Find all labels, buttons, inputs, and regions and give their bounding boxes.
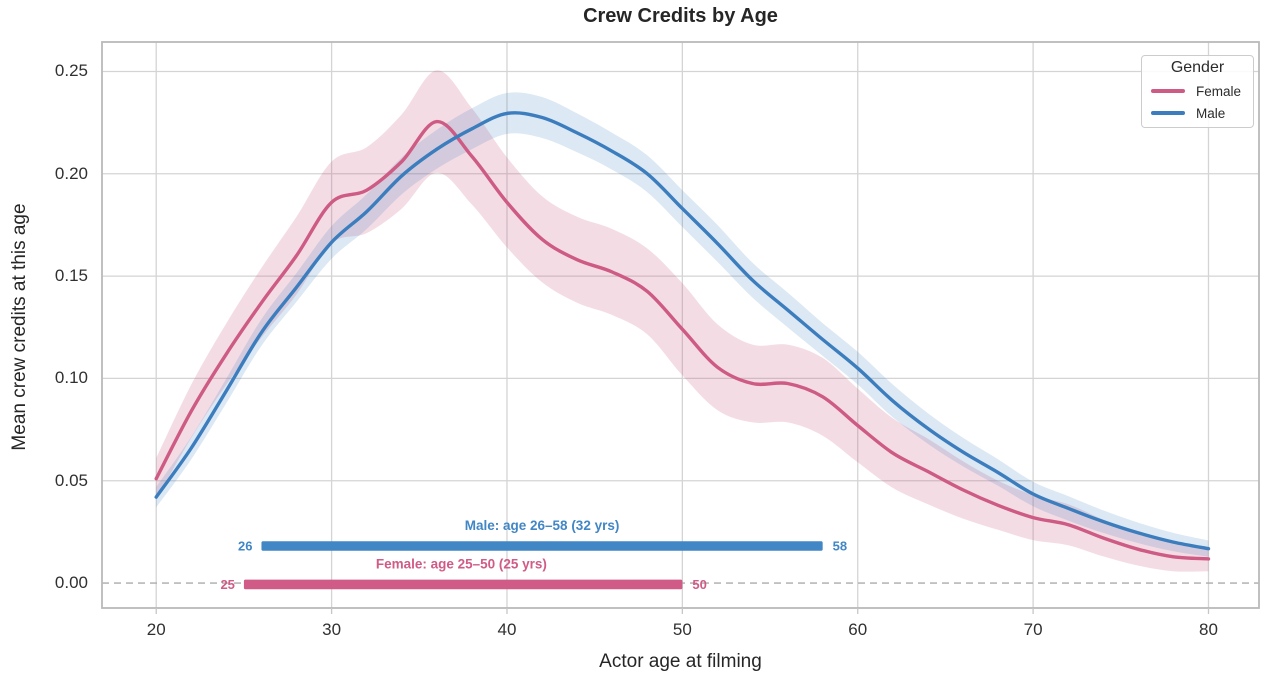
x-tick-label: 20 — [146, 620, 166, 639]
chart-title: Crew Credits by Age — [583, 5, 778, 27]
legend-label-female: Female — [1196, 83, 1242, 99]
x-tick-label: 60 — [848, 620, 868, 639]
legend-item-female: Female — [1142, 80, 1253, 102]
female-range-title: Female: age 25–50 (25 yrs) — [376, 557, 547, 572]
female-end-age-label: 50 — [692, 577, 706, 592]
y-tick-label: 0.05 — [54, 470, 88, 490]
legend: Gender Female Male — [1141, 55, 1254, 128]
annotation-female: 25 50 Female: age 25–50 (25 yrs) — [220, 557, 706, 592]
y-axis-label: Mean crew credits at this age — [9, 203, 30, 451]
male-range-title: Male: age 26–58 (32 yrs) — [465, 518, 620, 533]
plot-border — [101, 41, 1260, 609]
male-end-age-label: 58 — [833, 538, 847, 553]
male-range-bar — [261, 541, 823, 551]
legend-label-male: Male — [1196, 105, 1226, 121]
female-start-age-label: 25 — [220, 577, 234, 592]
x-tick-label: 50 — [672, 620, 692, 639]
x-tick-marks — [155, 608, 1210, 614]
x-tick-label: 40 — [497, 620, 517, 639]
legend-swatch-female — [1151, 89, 1185, 93]
gridlines — [102, 42, 1259, 608]
legend-title: Gender — [1170, 59, 1225, 76]
line-male — [154, 111, 1211, 551]
x-tick-label: 30 — [322, 620, 342, 639]
legend-swatch-male — [1151, 111, 1185, 115]
male-start-age-label: 26 — [238, 538, 252, 553]
y-tick-label: 0.00 — [54, 573, 88, 593]
x-axis-label: Actor age at filming — [599, 651, 762, 672]
female-range-bar — [243, 579, 683, 590]
annotation-male: 26 58 Male: age 26–58 (32 yrs) — [238, 518, 847, 553]
line-female — [154, 119, 1211, 561]
band-female — [156, 70, 1209, 572]
legend-item-male: Male — [1142, 102, 1253, 124]
x-tick-label: 70 — [1023, 620, 1043, 639]
y-tick-label: 0.15 — [54, 266, 88, 286]
y-tick-label: 0.20 — [54, 163, 88, 183]
y-tick-label: 0.25 — [54, 61, 88, 81]
y-tick-label: 0.10 — [54, 368, 88, 388]
x-tick-label: 80 — [1199, 620, 1218, 639]
